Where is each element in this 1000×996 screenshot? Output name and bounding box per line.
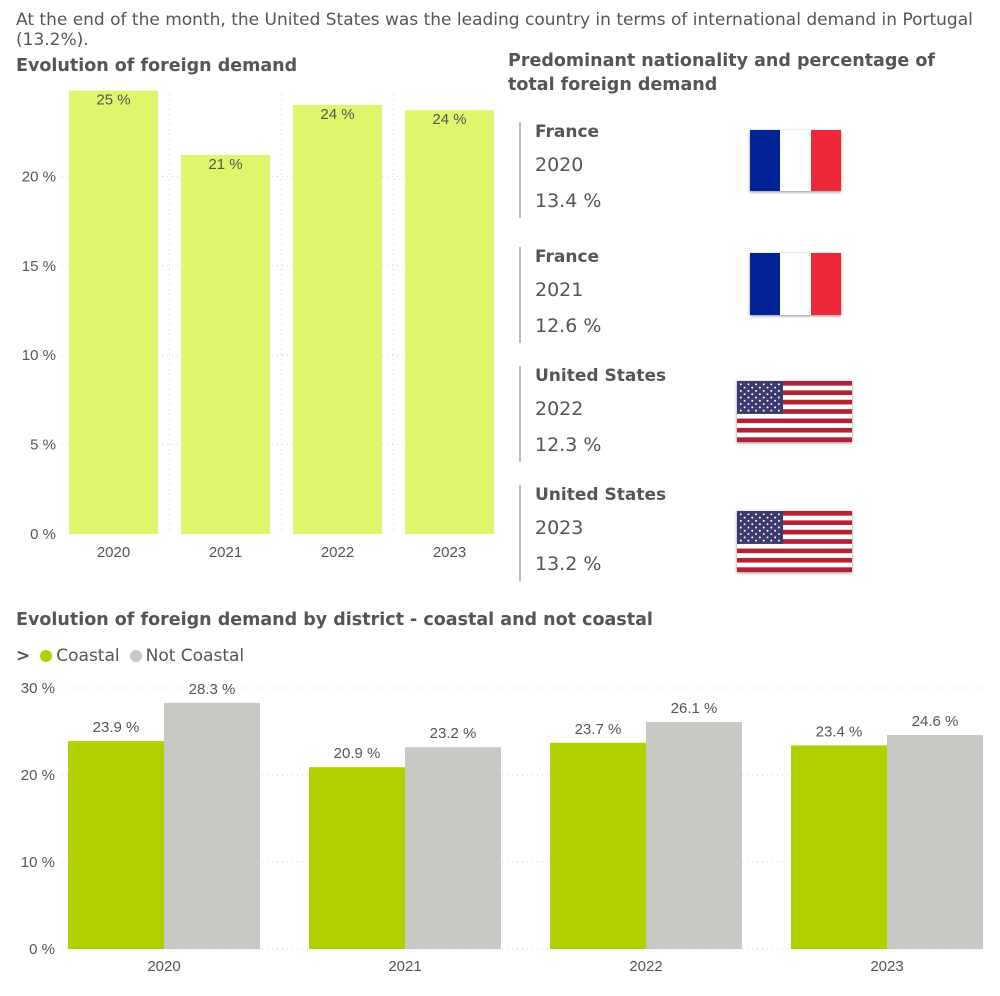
usa-flag-graphic	[737, 511, 852, 572]
card-country: United States	[535, 485, 667, 505]
card-year: 2020	[535, 154, 584, 176]
card-country: France	[535, 122, 600, 142]
bar-2021	[181, 154, 270, 534]
y-tick-label: 10 %	[21, 854, 55, 871]
data-label: 21 %	[208, 156, 242, 173]
bar-coastal-2023	[791, 745, 887, 949]
card-pct: 13.2 %	[535, 553, 602, 575]
legend-dot-icon	[40, 650, 53, 662]
data-label: 28.3 %	[189, 681, 236, 698]
card-pct: 12.6 %	[535, 315, 602, 337]
card-year: 2021	[535, 279, 584, 301]
nationality-card-2022: United States 2022 12.3 %	[519, 366, 961, 462]
bar-2020	[69, 90, 158, 535]
france-flag-icon	[750, 253, 841, 315]
data-label: 20.9 %	[334, 745, 381, 762]
card-country: United States	[535, 366, 667, 386]
usa-flag-icon	[737, 381, 852, 442]
y-tick-label: 20 %	[22, 168, 56, 185]
data-label: 23.4 %	[816, 723, 863, 740]
data-label: 26.1 %	[671, 700, 718, 717]
legend-item-coastal[interactable]: Coastal	[40, 646, 120, 666]
chart1-title: Evolution of foreign demand	[16, 56, 298, 76]
data-label: 24.6 %	[912, 713, 959, 730]
card-pct: 13.4 %	[535, 190, 602, 212]
y-tick-label: 20 %	[21, 767, 55, 784]
legend-dot-icon	[129, 650, 142, 662]
card-year: 2022	[535, 398, 584, 420]
card-pct: 12.3 %	[535, 434, 602, 456]
x-tick-label: 2020	[147, 958, 180, 975]
x-tick-label: 2022	[321, 544, 354, 561]
card-country: France	[535, 247, 600, 267]
data-label: 24 %	[320, 106, 354, 123]
data-label: 23.7 %	[575, 721, 622, 738]
x-tick-label: 2023	[433, 544, 466, 561]
y-tick-label: 30 %	[21, 680, 55, 697]
chart1-foreign-demand: 0 % 5 % 10 % 15 % 20 % 25 % 2020 21 % 2021 24 % 20…	[22, 90, 495, 561]
bar-not-coastal-2021	[405, 747, 501, 949]
nationality-card-2021: France 2021 12.6 %	[519, 247, 961, 343]
x-tick-label: 2021	[388, 958, 421, 975]
usa-flag-icon	[737, 511, 852, 572]
data-label: 23.9 %	[93, 719, 140, 736]
x-tick-label: 2020	[97, 544, 130, 561]
legend-label: Coastal	[56, 646, 120, 666]
legend-label: Not Coastal	[145, 646, 245, 666]
legend-item-not-coastal[interactable]: Not Coastal	[129, 646, 245, 666]
nationality-card-2023: United States 2023 13.2 %	[519, 485, 961, 581]
x-tick-label: 2021	[209, 544, 242, 561]
data-label: 24 %	[432, 111, 466, 128]
chart2-legend: > Coastal Not Coastal	[16, 646, 254, 666]
bar-2023	[405, 110, 494, 534]
data-label: 25 %	[96, 92, 130, 109]
x-tick-label: 2022	[629, 958, 662, 975]
nationality-title: Predominant nationality and percentage o…	[508, 51, 935, 95]
chart2-title: Evolution of foreign demand by district …	[16, 610, 653, 630]
bar-not-coastal-2022	[646, 721, 742, 949]
intro-text: At the end of the month, the United Stat…	[16, 10, 973, 50]
usa-flag-graphic	[737, 381, 852, 442]
y-tick-label: 5 %	[30, 437, 56, 454]
data-label: 23.2 %	[430, 725, 477, 742]
nationality-card-2020: France 2020 13.4 %	[519, 122, 961, 218]
bar-coastal-2020	[68, 741, 164, 949]
france-flag-icon	[750, 130, 841, 191]
legend-chevron-icon[interactable]: >	[16, 646, 31, 666]
y-tick-label: 0 %	[30, 526, 56, 543]
bar-not-coastal-2020	[164, 702, 260, 949]
y-tick-label: 10 %	[22, 347, 56, 364]
y-tick-label: 15 %	[22, 258, 56, 275]
x-tick-label: 2023	[870, 958, 903, 975]
bar-not-coastal-2023	[887, 734, 983, 949]
bar-coastal-2021	[309, 767, 405, 949]
chart2-coastal-vs-not: 0 % 10 % 20 % 30 % 23.9 % 28.3 % 2020 20.9 % 23.…	[21, 680, 985, 975]
y-tick-label: 0 %	[29, 941, 55, 958]
card-year: 2023	[535, 517, 584, 539]
bar-coastal-2022	[550, 742, 646, 949]
bar-2022	[293, 104, 382, 534]
